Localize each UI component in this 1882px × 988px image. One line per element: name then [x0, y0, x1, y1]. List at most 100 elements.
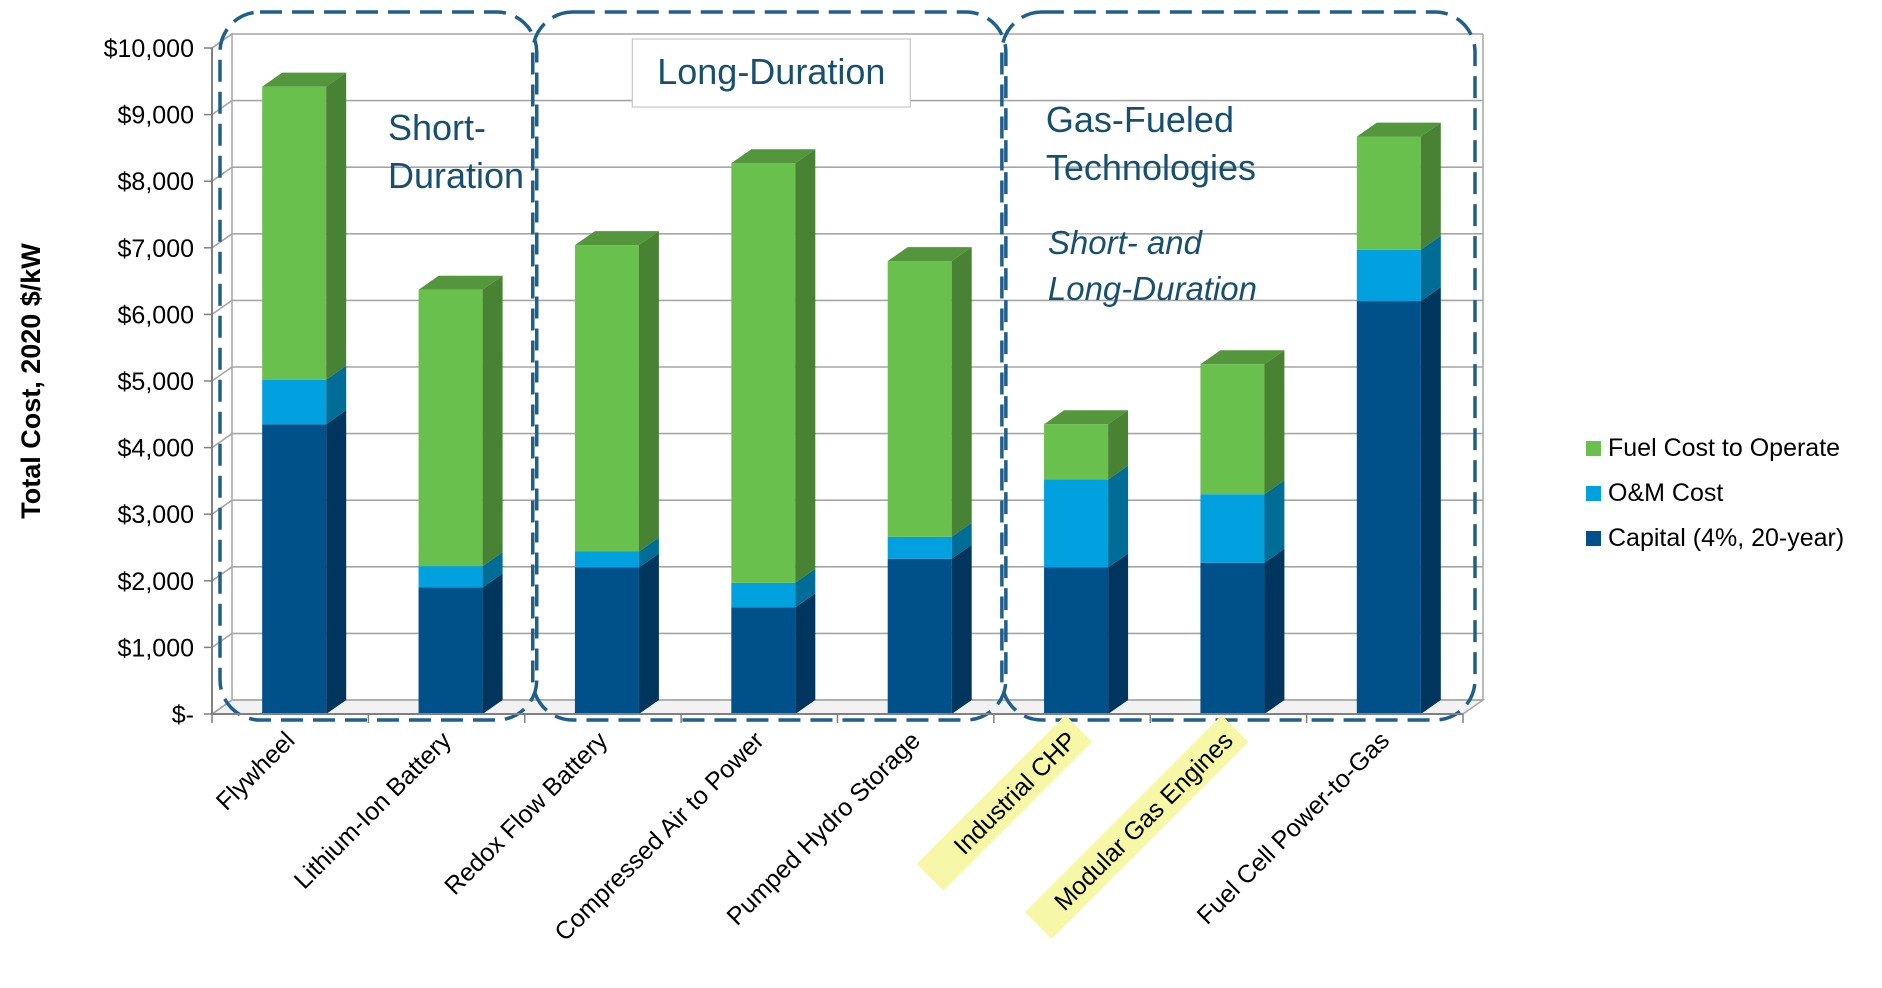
y-tick-label: $- — [172, 701, 194, 729]
bar-segment-fuel-cost-to-operate — [574, 245, 639, 552]
bar-segment-fuel-cost-to-operate-side — [1420, 122, 1441, 250]
bar-segment-capital-4-20-year-side — [482, 573, 503, 714]
bar-segment-fuel-cost-to-operate-side — [1108, 410, 1129, 480]
legend-swatch — [1586, 441, 1601, 456]
y-tick-label: $6,000 — [118, 301, 194, 329]
bar-segment-capital-4-20-year-side — [1264, 548, 1285, 714]
bar-segment-o-m-cost-side — [1108, 465, 1129, 568]
x-tick-label: Lithium-Ion Battery — [289, 726, 458, 895]
bar-segment-o-m-cost-side — [1420, 235, 1441, 302]
bar-segment-o-m-cost-side — [951, 522, 972, 559]
label-highlight — [1024, 715, 1249, 939]
bar-segment-capital-4-20-year — [1200, 562, 1265, 714]
bar-segment-o-m-cost-side — [638, 537, 659, 568]
group-title-line: Short- — [388, 107, 486, 148]
x-tick-label-group: Industrial CHP — [916, 715, 1093, 891]
bar-segment-fuel-cost-to-operate-side — [795, 149, 816, 583]
gridline — [211, 33, 1483, 49]
bar-top — [418, 275, 503, 290]
y-tick-label: $3,000 — [118, 501, 194, 529]
bar-top — [731, 149, 816, 164]
x-tick-label: Industrial CHP — [949, 726, 1083, 860]
bar-top — [262, 72, 347, 87]
legend-label: Fuel Cost to Operate — [1608, 434, 1840, 462]
bar-segment-o-m-cost-side — [326, 365, 347, 425]
bar-segment-capital-4-20-year — [1044, 567, 1109, 714]
group-subtitle-line: Long-Duration — [1048, 270, 1257, 307]
bar-segment-fuel-cost-to-operate-side — [482, 275, 503, 567]
bar-top — [574, 231, 659, 246]
bar-segment-fuel-cost-to-operate — [887, 261, 952, 537]
legend-label: O&M Cost — [1608, 479, 1723, 507]
group-box — [1000, 10, 1477, 722]
bar-segment-o-m-cost — [887, 536, 952, 559]
y-axis-title: Total Cost, 2020 $/kW — [16, 243, 46, 519]
legend-label: Capital (4%, 20-year) — [1608, 524, 1844, 552]
x-tick-label-group: Lithium-Ion Battery — [289, 726, 458, 895]
bar-segment-o-m-cost-side — [795, 568, 816, 608]
y-tick-label: $5,000 — [118, 368, 194, 396]
bar-segment-fuel-cost-to-operate-side — [951, 247, 972, 537]
bar-segment-capital-4-20-year-side — [326, 410, 347, 714]
gridline — [211, 233, 1483, 249]
bar-segment-capital-4-20-year — [262, 424, 327, 714]
bar-segment-o-m-cost — [574, 551, 639, 568]
gridline — [211, 299, 1483, 316]
gridline — [211, 432, 1483, 449]
bar-segment-o-m-cost — [731, 582, 796, 608]
bar-segment-fuel-cost-to-operate-side — [1264, 350, 1285, 495]
label-highlight — [916, 715, 1093, 891]
group-title-line: Technologies — [1046, 147, 1256, 188]
bar-stack — [1044, 410, 1129, 714]
gridline — [211, 565, 1483, 582]
y-tick-label: $9,000 — [118, 102, 194, 130]
bar-segment-capital-4-20-year-side — [638, 553, 659, 714]
group-box — [218, 10, 539, 722]
bar-top — [1200, 350, 1285, 365]
bar-stack — [262, 72, 347, 714]
x-tick-label-group: Flywheel — [211, 726, 301, 816]
group-subtitle-line: Short- and — [1048, 224, 1204, 261]
bar-segment-o-m-cost — [262, 379, 327, 425]
bar-stack — [574, 231, 659, 714]
bar-segment-o-m-cost — [1200, 494, 1265, 563]
gridline — [211, 366, 1483, 382]
bar-segment-o-m-cost — [1356, 249, 1421, 302]
x-tick-label: Flywheel — [211, 726, 301, 816]
bar-segment-fuel-cost-to-operate — [262, 86, 327, 380]
bar-segment-fuel-cost-to-operate — [1200, 364, 1265, 495]
y-tick-label: $2,000 — [118, 568, 194, 596]
bar-segment-capital-4-20-year — [418, 587, 483, 714]
bar-top — [1356, 122, 1441, 137]
bar-segment-capital-4-20-year-side — [795, 593, 816, 714]
bar-segment-o-m-cost-side — [1264, 480, 1285, 563]
y-tick-label: $1,000 — [118, 634, 194, 662]
bar-segment-capital-4-20-year-side — [951, 544, 972, 714]
gridline — [211, 632, 1483, 649]
y-tick-label: $4,000 — [118, 435, 194, 463]
y-tick-label: $10,000 — [104, 35, 194, 63]
group-title-line: Gas-Fueled — [1046, 99, 1234, 140]
bar-segment-fuel-cost-to-operate-side — [638, 231, 659, 552]
bar-stack — [887, 247, 972, 714]
group-title-box — [631, 38, 911, 108]
bar-segment-fuel-cost-to-operate — [1356, 136, 1421, 250]
y-tick-label: $7,000 — [118, 235, 194, 263]
bar-segment-o-m-cost — [418, 566, 483, 588]
bar-stack — [1356, 122, 1441, 714]
bar-top — [1044, 410, 1129, 425]
bar-segment-o-m-cost-side — [482, 552, 503, 588]
bar-segment-capital-4-20-year — [574, 567, 639, 714]
legend-swatch — [1586, 531, 1601, 546]
gridline — [211, 499, 1483, 515]
bar-stack — [418, 275, 503, 714]
bar-stack — [1200, 350, 1285, 714]
bar-stack — [731, 149, 816, 714]
bar-segment-capital-4-20-year-side — [1420, 287, 1441, 714]
bar-segment-fuel-cost-to-operate — [731, 163, 796, 583]
bar-segment-capital-4-20-year-side — [1108, 553, 1129, 714]
chart-floor — [209, 699, 1486, 715]
x-tick-label: Redox Flow Battery — [439, 726, 613, 900]
bar-segment-o-m-cost — [1044, 479, 1109, 568]
